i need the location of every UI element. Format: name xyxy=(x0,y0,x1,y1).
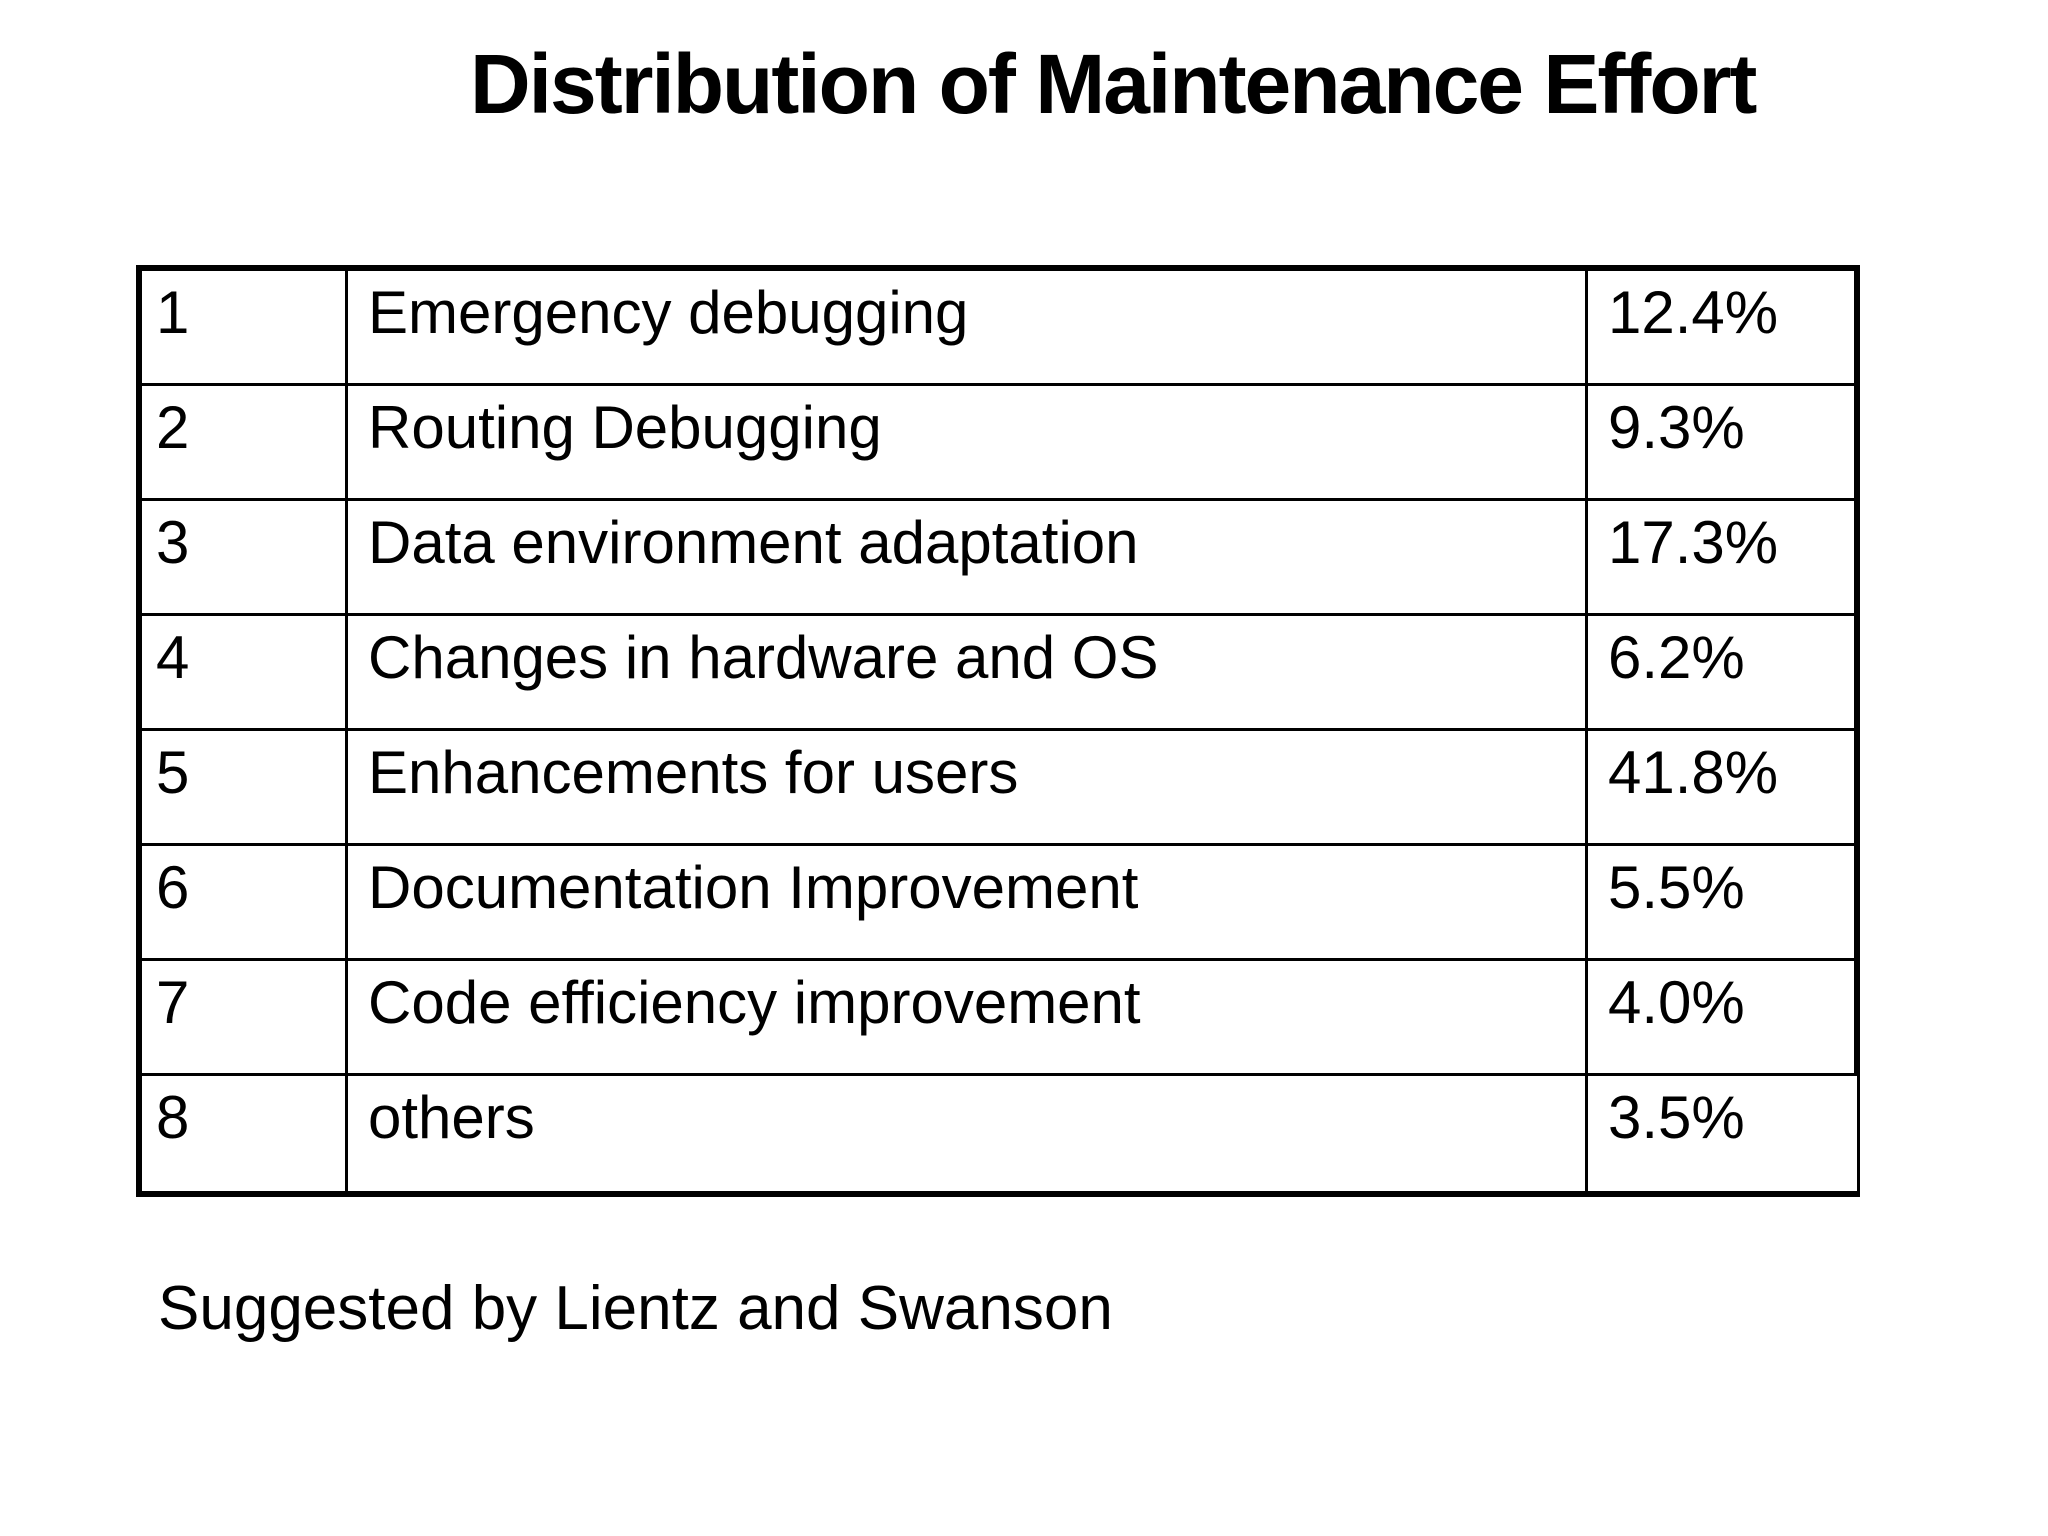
activity-label-cell: Emergency debugging xyxy=(348,271,1588,386)
slide-title: Distribution of Maintenance Effort xyxy=(470,37,1757,131)
maintenance-effort-table: 1 Emergency debugging 12.4% 2 Routing De… xyxy=(136,265,1860,1197)
percent-value-cell: 5.5% xyxy=(1588,846,1860,961)
activity-label-cell: Routing Debugging xyxy=(348,386,1588,501)
row-number-cell: 6 xyxy=(142,846,348,961)
row-number-cell: 2 xyxy=(142,386,348,501)
percent-value-cell: 41.8% xyxy=(1588,731,1860,846)
row-number-cell: 7 xyxy=(142,961,348,1076)
activity-label-cell: Data environment adaptation xyxy=(348,501,1588,616)
activity-label-cell: Code efficiency improvement xyxy=(348,961,1588,1076)
percent-value-cell: 3.5% xyxy=(1588,1076,1860,1191)
row-number-cell: 4 xyxy=(142,616,348,731)
row-number-cell: 8 xyxy=(142,1076,348,1191)
activity-label-cell: Changes in hardware and OS xyxy=(348,616,1588,731)
percent-value-cell: 17.3% xyxy=(1588,501,1860,616)
source-attribution: Suggested by Lientz and Swanson xyxy=(158,1274,1113,1343)
percent-value-cell: 6.2% xyxy=(1588,616,1860,731)
percent-value-cell: 12.4% xyxy=(1588,271,1860,386)
row-number-cell: 1 xyxy=(142,271,348,386)
activity-label-cell: Enhancements for users xyxy=(348,731,1588,846)
row-number-cell: 3 xyxy=(142,501,348,616)
activity-label-cell: Documentation Improvement xyxy=(348,846,1588,961)
row-number-cell: 5 xyxy=(142,731,348,846)
activity-label-cell: others xyxy=(348,1076,1588,1191)
percent-value-cell: 9.3% xyxy=(1588,386,1860,501)
percent-value-cell: 4.0% xyxy=(1588,961,1860,1076)
